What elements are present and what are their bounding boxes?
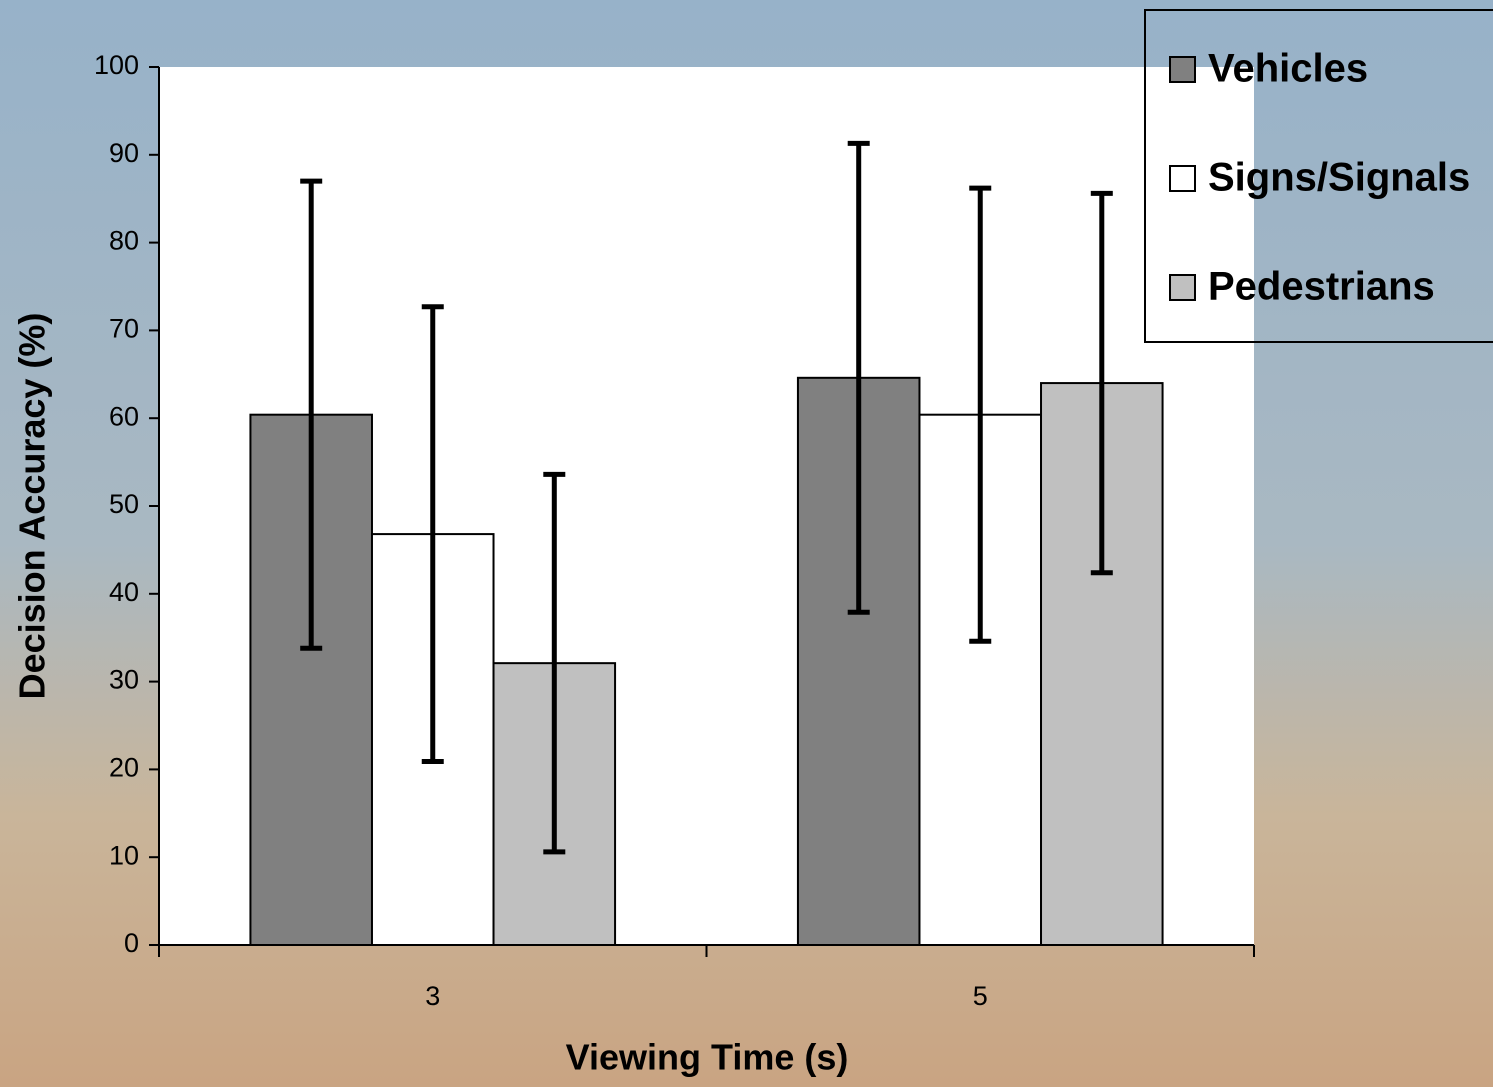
y-tick-label: 50 [109, 489, 139, 519]
y-tick-label: 20 [109, 753, 139, 783]
y-tick-label: 10 [109, 840, 139, 870]
legend-text: Signs/Signals [1208, 156, 1470, 200]
x-tick-label: 5 [973, 981, 988, 1011]
legend-text: Pedestrians [1208, 265, 1435, 309]
y-tick-label: 80 [109, 226, 139, 256]
x-axis-title: Viewing Time (s) [566, 1037, 849, 1078]
y-tick-label: 70 [109, 314, 139, 344]
y-tick-label: 90 [109, 138, 139, 168]
legend-swatch [1170, 275, 1195, 300]
legend-text: Vehicles [1208, 47, 1368, 91]
y-axis-title: Decision Accuracy (%) [12, 313, 53, 700]
legend-swatch [1170, 166, 1195, 191]
page: Viewing Time (s) Decision Accuracy (%) 0… [0, 0, 1493, 1087]
y-tick-label: 40 [109, 577, 139, 607]
chart: Viewing Time (s) Decision Accuracy (%) 0… [0, 0, 1493, 1087]
x-tick-label: 3 [425, 981, 440, 1011]
y-tick-label: 0 [124, 928, 139, 958]
y-tick-label: 60 [109, 401, 139, 431]
y-tick-label: 30 [109, 665, 139, 695]
legend-swatch [1170, 57, 1195, 82]
y-tick-label: 100 [94, 50, 139, 80]
